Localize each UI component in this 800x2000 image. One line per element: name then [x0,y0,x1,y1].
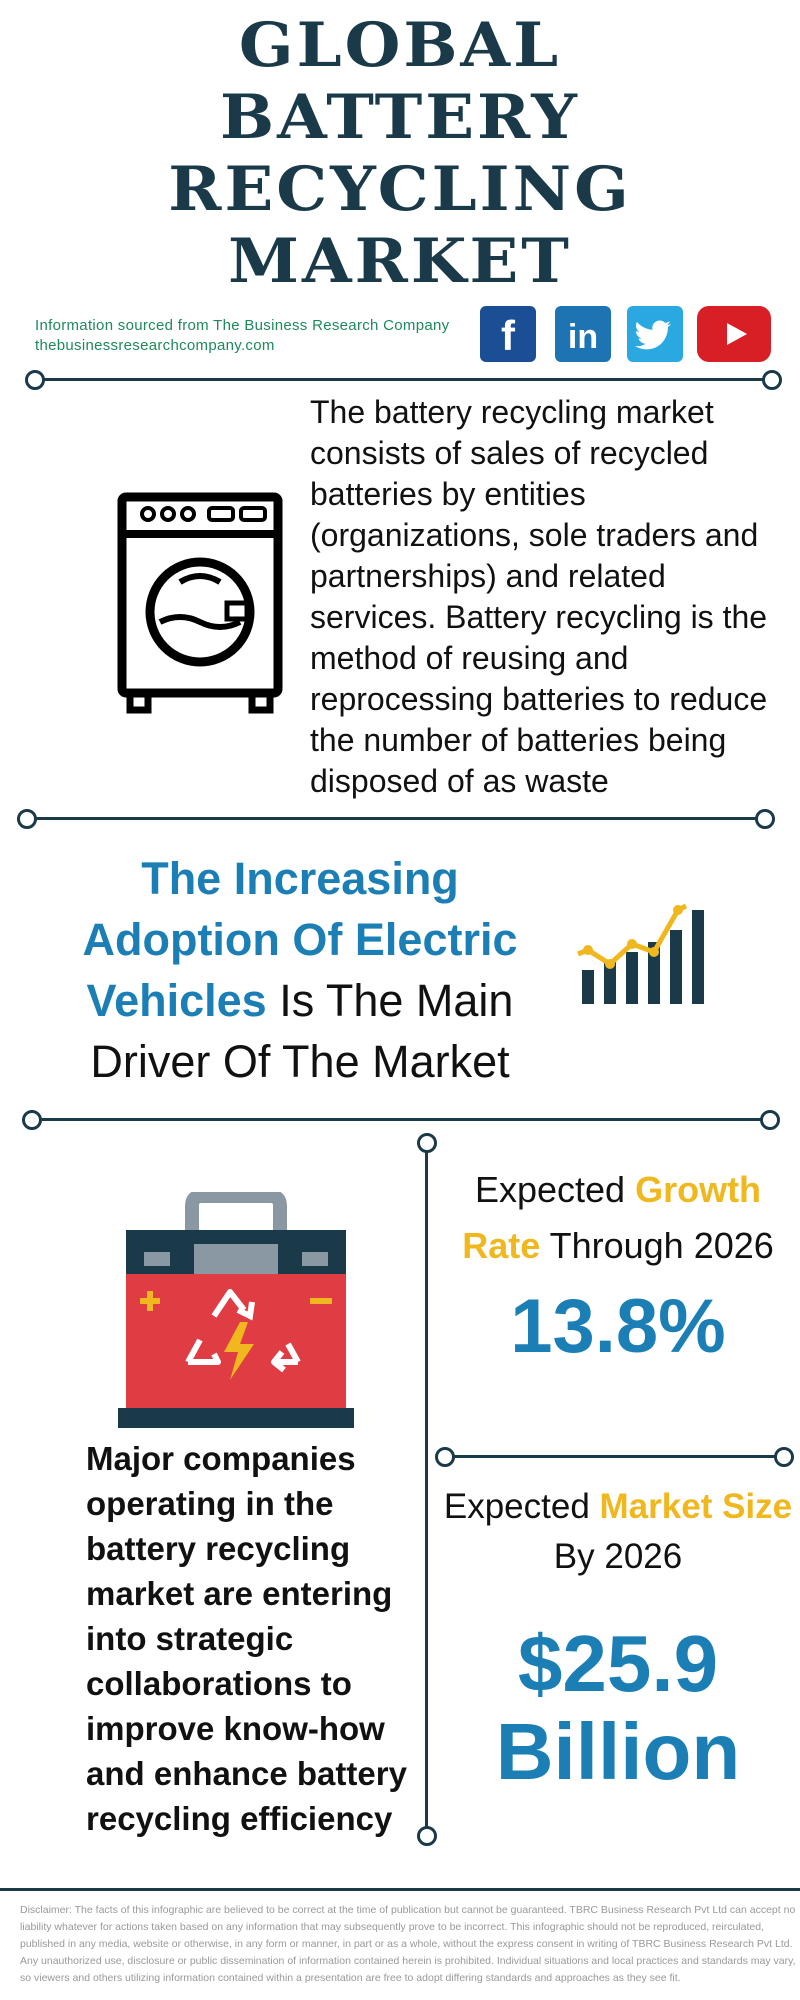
title-line-1: GLOBAL [238,9,562,82]
title-line-3: RECYCLING [168,153,632,226]
vertical-divider-node-bottom [417,1826,437,1846]
driver-rest: Is The Main Driver Of The Market [90,975,514,1087]
title-line-4: MARKET [228,225,572,298]
growth-label-highlight-2: Rate [462,1225,541,1266]
market-label-post: By 2026 [553,1537,683,1576]
footer-divider [0,1888,800,1891]
washing-machine-icon [115,490,285,721]
driver-highlight: The Increasing Adoption Of Electric Vehi… [82,853,518,1026]
vertical-divider-node-top [417,1133,437,1153]
divider-3-node-left [22,1110,42,1130]
market-description: The battery recycling market consists of… [310,394,768,799]
twitter-icon[interactable] [627,306,683,362]
linkedin-icon[interactable]: in [555,306,611,362]
growth-rate-value: 13.8% [510,1284,726,1369]
battery-recycle-icon [118,1189,358,1437]
divider-right-node-left [435,1447,455,1467]
market-size-label: Expected Market Size By 2026 [440,1482,796,1582]
divider-3-node-right [760,1110,780,1130]
source-url[interactable]: thebusinessresearchcompany.com [35,337,275,354]
divider-2-node-right [755,809,775,829]
companies-statement: Major companies operating in the battery… [86,1440,407,1837]
title-line-2: BATTERY [220,81,580,154]
youtube-icon[interactable] [697,306,771,362]
growth-label-pre: Expected [474,1169,636,1210]
divider-3 [32,1118,770,1121]
page-title: GLOBAL BATTERY RECYCLING MARKET [0,10,800,298]
svg-text:in: in [568,318,598,356]
market-size-value-line-1: $25.9 [517,1619,719,1708]
market-label-pre: Expected [443,1487,600,1526]
disclaimer: Disclaimer: The facts of this infographi… [20,1904,796,1984]
market-driver: The Increasing Adoption Of Electric Vehi… [60,848,540,1092]
growth-rate-label: Expected Growth Rate Through 2026 [440,1162,796,1274]
divider-1-node-right [762,370,782,390]
market-size-value: $25.9 Billion [440,1620,796,1796]
divider-right [450,1455,780,1458]
source-info: Information sourced from The Business Re… [35,316,449,356]
divider-2 [28,817,766,820]
divider-right-node-right [774,1447,794,1467]
market-size-value-line-2: Billion [495,1707,741,1796]
divider-2-node-left [17,809,37,829]
growth-chart-icon [574,900,724,1015]
divider-1-node-left [25,370,45,390]
facebook-icon[interactable]: f [480,306,536,362]
svg-text:f: f [501,312,516,359]
vertical-divider [425,1143,428,1833]
market-label-highlight: Market Size [599,1487,793,1526]
divider-1 [34,378,772,381]
growth-label-highlight-1: Growth [635,1169,762,1210]
source-line: Information sourced from The Business Re… [35,317,450,334]
growth-label-post: Through 2026 [540,1225,774,1266]
